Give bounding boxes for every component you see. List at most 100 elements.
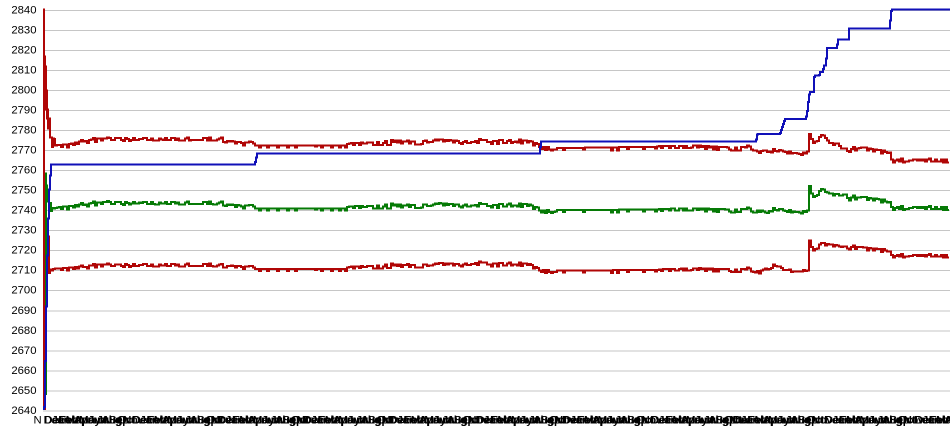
svg-text:Apr: Apr <box>680 415 698 427</box>
svg-text:Feb: Feb <box>318 415 337 427</box>
svg-text:Jun: Jun <box>177 415 195 427</box>
svg-text:Aug: Aug <box>533 415 553 427</box>
svg-text:2740: 2740 <box>11 205 36 217</box>
svg-text:Aug: Aug <box>534 415 554 427</box>
svg-text:Nov: Nov <box>469 415 489 427</box>
svg-text:Aug: Aug <box>621 415 641 427</box>
svg-text:Dec: Dec <box>45 415 65 427</box>
svg-text:Jun: Jun <box>88 415 106 427</box>
svg-text:Jul: Jul <box>442 415 456 427</box>
svg-text:Feb: Feb <box>839 415 858 427</box>
svg-text:Oct: Oct <box>724 415 742 427</box>
svg-text:Aug: Aug <box>790 415 810 427</box>
svg-text:Mar: Mar <box>846 415 866 427</box>
svg-text:Aug: Aug <box>709 415 729 427</box>
svg-text:Jul: Jul <box>185 415 199 427</box>
svg-text:Aug: Aug <box>102 415 122 427</box>
svg-text:2780: 2780 <box>11 125 36 137</box>
svg-text:Jan: Jan <box>140 415 158 427</box>
svg-text:Oct: Oct <box>549 415 567 427</box>
svg-text:Oct: Oct <box>807 415 825 427</box>
svg-text:2830: 2830 <box>11 24 36 36</box>
svg-text:Jun: Jun <box>868 415 886 427</box>
svg-text:Oct: Oct <box>376 415 394 427</box>
svg-text:Sep: Sep <box>454 415 474 427</box>
svg-text:Aug: Aug <box>791 415 811 427</box>
svg-text:Jul: Jul <box>704 415 718 427</box>
svg-text:Jun: Jun <box>869 415 887 427</box>
svg-text:May: May <box>511 415 533 427</box>
svg-text:May: May <box>339 415 361 427</box>
svg-text:Nov: Nov <box>555 415 575 427</box>
svg-text:Dec: Dec <box>825 415 845 427</box>
svg-text:Oct: Oct <box>806 415 824 427</box>
svg-text:Jan: Jan <box>570 415 588 427</box>
svg-text:2720: 2720 <box>11 245 36 257</box>
svg-text:Sep: Sep <box>197 415 217 427</box>
svg-text:Sep: Sep <box>108 415 128 427</box>
svg-text:Mar: Mar <box>411 415 431 427</box>
svg-text:Mar: Mar <box>672 415 692 427</box>
svg-text:Dec: Dec <box>733 415 753 427</box>
svg-text:Jan: Jan <box>484 415 502 427</box>
svg-text:Oct: Oct <box>377 415 395 427</box>
svg-text:Dec: Dec <box>651 415 671 427</box>
svg-text:Apr: Apr <box>945 415 950 427</box>
svg-text:Jun: Jun <box>88 415 106 427</box>
svg-text:Dec: Dec <box>563 415 583 427</box>
svg-text:Mar: Mar <box>497 415 517 427</box>
svg-text:Aug: Aug <box>447 415 467 427</box>
svg-text:Dec: Dec <box>389 415 409 427</box>
svg-text:2770: 2770 <box>11 145 36 157</box>
svg-text:2700: 2700 <box>11 285 36 297</box>
svg-text:Feb: Feb <box>666 415 685 427</box>
svg-text:2810: 2810 <box>11 64 36 76</box>
svg-text:Jan: Jan <box>311 415 329 427</box>
svg-text:Aug: Aug <box>361 415 381 427</box>
svg-text:Dec: Dec <box>562 415 582 427</box>
svg-text:Nov: Nov <box>812 415 832 427</box>
svg-text:Mar: Mar <box>846 415 866 427</box>
svg-text:Dec: Dec <box>476 415 496 427</box>
svg-text:Oct: Oct <box>117 415 135 427</box>
svg-text:May: May <box>424 415 446 427</box>
svg-text:Dec: Dec <box>475 415 495 427</box>
svg-text:Feb: Feb <box>147 415 166 427</box>
svg-text:Dec: Dec <box>389 415 409 427</box>
svg-text:Mar: Mar <box>498 415 518 427</box>
svg-text:Aug: Aug <box>275 415 295 427</box>
svg-text:Apr: Apr <box>248 415 266 427</box>
svg-text:Apr: Apr <box>248 415 266 427</box>
svg-text:Aug: Aug <box>534 415 554 427</box>
svg-text:Sep: Sep <box>715 415 735 427</box>
svg-text:Apr: Apr <box>247 415 265 427</box>
svg-text:Feb: Feb <box>840 415 859 427</box>
svg-text:May: May <box>338 415 360 427</box>
svg-text:May: May <box>768 415 790 427</box>
svg-text:Mar: Mar <box>584 415 604 427</box>
svg-text:Aug: Aug <box>620 415 640 427</box>
svg-text:Oct: Oct <box>463 415 481 427</box>
svg-text:2650: 2650 <box>11 385 36 397</box>
svg-text:Apr: Apr <box>593 415 611 427</box>
svg-text:Dec: Dec <box>562 415 582 427</box>
svg-text:Mar: Mar <box>325 415 345 427</box>
svg-text:Nov: Nov <box>730 415 750 427</box>
svg-text:Nov: Nov <box>211 415 231 427</box>
svg-text:Jul: Jul <box>97 415 111 427</box>
svg-text:Oct: Oct <box>377 415 395 427</box>
svg-text:Jun: Jun <box>347 415 365 427</box>
svg-text:Aug: Aug <box>882 415 902 427</box>
svg-text:Apr: Apr <box>162 415 180 427</box>
svg-text:2750: 2750 <box>11 185 36 197</box>
svg-text:Jun: Jun <box>433 415 451 427</box>
svg-text:May: May <box>511 415 533 427</box>
svg-text:Sep: Sep <box>627 415 647 427</box>
svg-text:Jul: Jul <box>878 415 892 427</box>
svg-text:Jun: Jun <box>696 415 714 427</box>
svg-text:Dec: Dec <box>304 415 324 427</box>
svg-text:Mar: Mar <box>240 415 260 427</box>
svg-text:Jul: Jul <box>185 415 199 427</box>
svg-text:2690: 2690 <box>11 305 36 317</box>
svg-text:Apr: Apr <box>593 415 611 427</box>
